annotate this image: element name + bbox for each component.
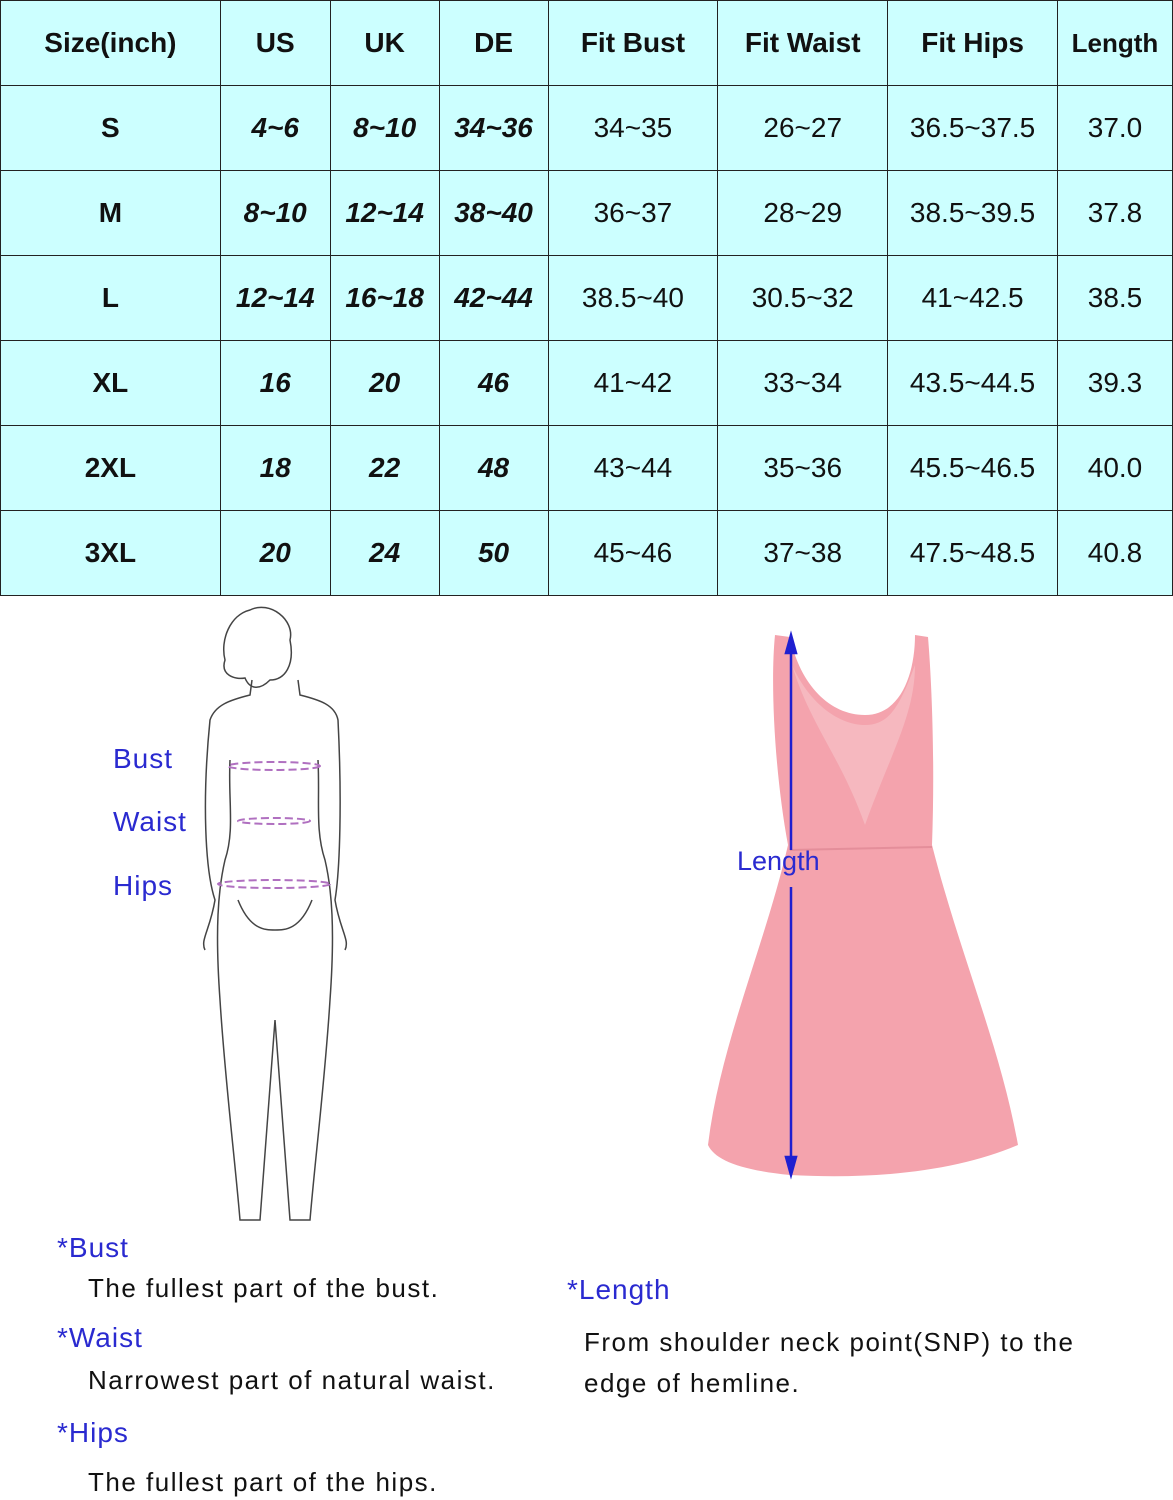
table-cell: 34~36 [438,85,549,171]
table-cell: 30.5~32 [717,255,889,341]
size-cell: L [0,255,221,341]
table-cell: 41~42.5 [887,255,1059,341]
table-cell: 38.5 [1057,255,1173,341]
table-cell: 41~42 [547,340,719,426]
header-row: Size(inch) US UK DE Fit Bust Fit Waist Fit Hip… [0,0,1173,86]
table-cell: 37.0 [1057,85,1173,171]
size-cell: S [0,85,221,171]
table-cell: 26~27 [717,85,889,171]
table-cell: 36~37 [547,170,719,256]
table-cell: 42~44 [438,255,549,341]
table-cell: 39.3 [1057,340,1173,426]
table-cell: 12~14 [329,170,440,256]
column-header: DE [438,0,549,86]
table-cell: 12~14 [219,255,331,341]
length-note-text: From shoulder neck point(SNP) to the edg… [584,1327,1075,1398]
table-cell: 4~6 [219,85,331,171]
table-row: M 8~10 12~14 38~40 36~37 28~29 38.5~39.5 37.8 [0,170,1173,256]
table-cell: 46 [438,340,549,426]
table-row: 3XL 20 24 50 45~46 37~38 47.5~48.5 40.8 [0,510,1173,596]
table-cell: 38~40 [438,170,549,256]
table-cell: 37~38 [717,510,889,596]
table-cell: 40.0 [1057,425,1173,511]
table-cell: 38.5~39.5 [887,170,1059,256]
table-cell: 22 [329,425,440,511]
size-cell: 3XL [0,510,221,596]
size-cell: M [0,170,221,256]
table-cell: 20 [219,510,331,596]
table-cell: 8~10 [219,170,331,256]
hips-note-text: The fullest part of the hips. [88,1467,438,1497]
table-cell: 48 [438,425,549,511]
size-table: Size(inch) US UK DE Fit Bust Fit Waist Fit Hip… [0,0,1173,596]
hips-label: Hips [113,870,174,901]
table-row: 2XL 18 22 48 43~44 35~36 45.5~46.5 40.0 [0,425,1173,511]
table-row: L 12~14 16~18 42~44 38.5~40 30.5~32 41~42.5 38.… [0,255,1173,341]
size-cell: 2XL [0,425,221,511]
column-header: US [219,0,331,86]
table-cell: 43~44 [547,425,719,511]
hips-note-title: *Hips [57,1417,129,1448]
table-cell: 36.5~37.5 [887,85,1059,171]
length-note-title: *Length [567,1274,671,1305]
body-figure-illustration [203,606,347,1221]
column-header: Size(inch) [0,0,221,86]
table-cell: 50 [438,510,549,596]
table-cell: 28~29 [717,170,889,256]
table-row: XL 16 20 46 41~42 33~34 43.5~44.5 39.3 [0,340,1173,426]
waist-note-title: *Waist [57,1322,143,1353]
column-header: Length [1057,0,1173,86]
waist-label: Waist [113,806,187,837]
table-cell: 34~35 [547,85,719,171]
column-header: Fit Bust [547,0,719,86]
waist-note-text: Narrowest part of natural waist. [88,1365,496,1395]
table-cell: 8~10 [329,85,440,171]
table-cell: 47.5~48.5 [887,510,1059,596]
table-cell: 38.5~40 [547,255,719,341]
bust-label: Bust [113,743,174,774]
bust-note-title: *Bust [57,1232,129,1263]
table-cell: 37.8 [1057,170,1173,256]
table-row: S 4~6 8~10 34~36 34~35 26~27 36.5~37.5 37.0 [0,85,1173,171]
table-cell: 16 [219,340,331,426]
column-header: UK [329,0,440,86]
table-cell: 45~46 [547,510,719,596]
table-cell: 43.5~44.5 [887,340,1059,426]
column-header: Fit Waist [717,0,889,86]
bust-note-text: The fullest part of the bust. [88,1273,440,1303]
table-cell: 35~36 [717,425,889,511]
dress-illustration [708,630,1018,1180]
length-label: Length [737,846,820,876]
column-header: Fit Hips [887,0,1059,86]
table-cell: 20 [329,340,440,426]
table-cell: 24 [329,510,440,596]
table-cell: 16~18 [329,255,440,341]
table-cell: 45.5~46.5 [887,425,1059,511]
table-cell: 33~34 [717,340,889,426]
size-cell: XL [0,340,221,426]
table-cell: 18 [219,425,331,511]
table-cell: 40.8 [1057,510,1173,596]
